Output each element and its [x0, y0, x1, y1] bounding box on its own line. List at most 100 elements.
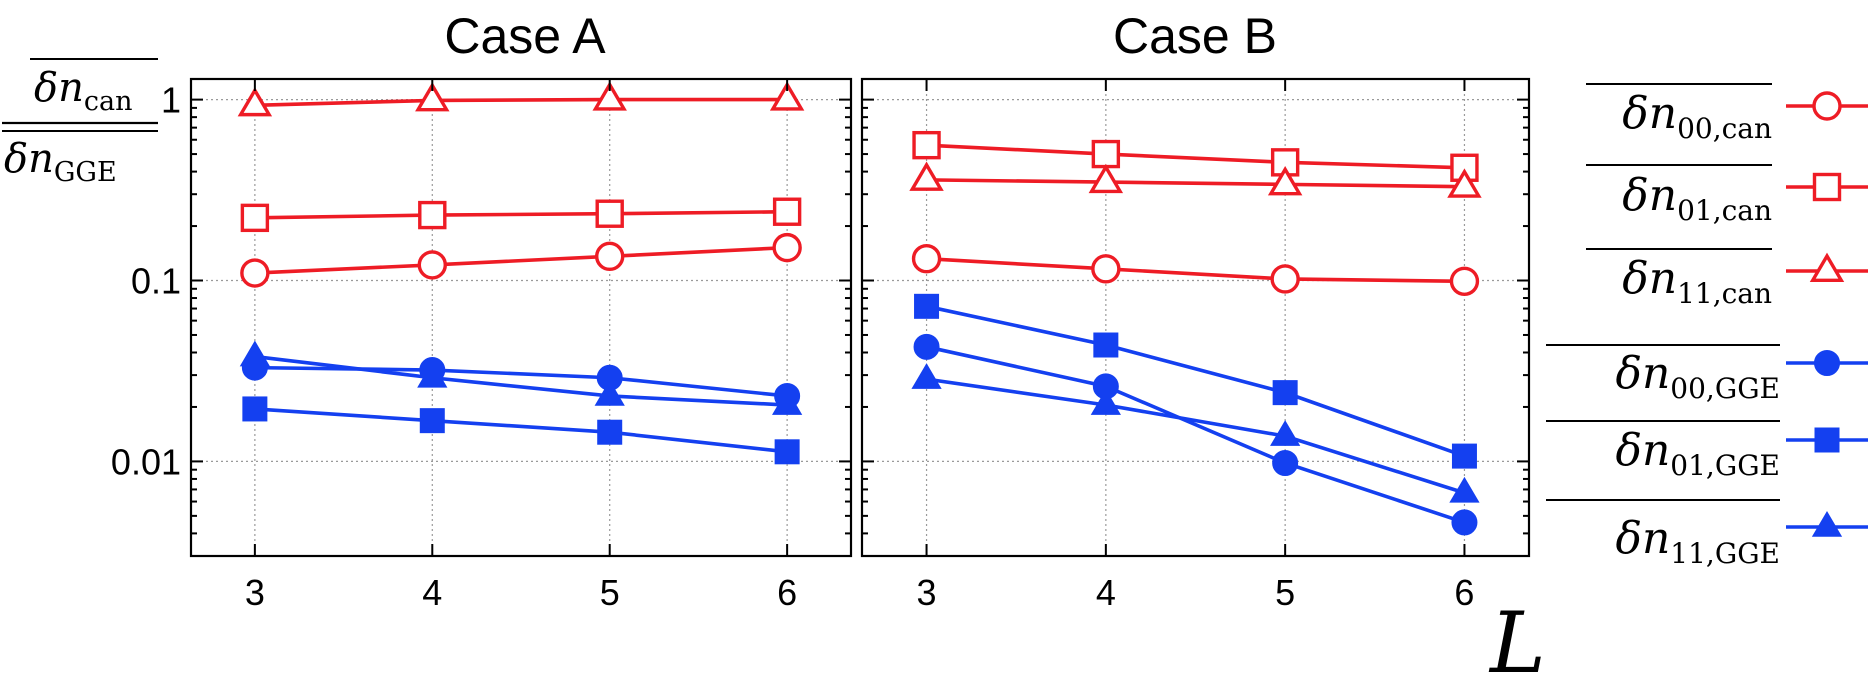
point-n01_gge-a-x4: [419, 408, 445, 434]
point-n00_gge-b-x6: [1451, 509, 1478, 536]
point-n11_gge-a-x4: [417, 361, 448, 388]
legend-marker-n11_can: [1809, 252, 1845, 282]
point-n11_gge-a-x5: [594, 379, 625, 406]
point-n11_can-b-x3: [909, 161, 944, 191]
legend-sample-n00-gge: [1786, 350, 1868, 376]
panel-b-title: Case B: [1113, 8, 1277, 64]
point-n00_can-a-x6: [772, 232, 802, 263]
point-n01_gge-b-x5: [1272, 380, 1298, 406]
legend: δn00,can δn01,can δn11,can δn00,GGE δn01…: [1546, 83, 1868, 570]
point-n01_gge-b-x3: [914, 293, 940, 319]
legend-marker-n00_gge: [1814, 350, 1840, 376]
line-n00_gge-b: [926, 345, 1466, 525]
legend-sample-n01-can: [1786, 172, 1868, 202]
point-n01_can-b-x3: [912, 130, 941, 160]
point-n11_gge-b-x6: [1449, 476, 1480, 503]
panel-b-series: [909, 130, 1482, 536]
legend-label-n11-can: δn11,can: [1622, 253, 1772, 310]
point-n01_gge-a-x3: [242, 396, 268, 422]
line-n11_gge-b: [926, 377, 1465, 495]
series-n00_can-b: [911, 244, 1480, 297]
x-tick-label-b-4: 4: [1096, 572, 1116, 613]
panel-a-series: [237, 81, 805, 465]
y-tick-label-1: 1: [161, 80, 181, 121]
x-tick-label-a-5: 5: [600, 572, 620, 613]
point-n01_gge-a-x6: [774, 439, 800, 465]
legend-marker-n00_can: [1812, 91, 1842, 121]
line-n01_can-a: [254, 209, 788, 220]
legend-sample-n00-can: [1786, 91, 1868, 121]
point-n01_can-a-x3: [240, 203, 270, 233]
line-n00_gge-a: [254, 365, 788, 398]
legend-entry-n00-gge: δn00,GGE: [1546, 344, 1868, 405]
legend-entry-n11-can: δn11,can: [1586, 248, 1868, 310]
point-n01_can-b-x4: [1091, 139, 1121, 169]
panel-b-x-tick-labels: 3 4 5 6: [917, 572, 1475, 613]
point-n01_gge-b-x6: [1451, 443, 1477, 469]
panel-case-a: Case A 1 0.1 0.01 3 4 5 6: [111, 8, 853, 613]
panel-b-frame: [860, 77, 1531, 558]
line-n01_can-b: [926, 143, 1465, 170]
line-n11_gge-a: [254, 354, 788, 407]
point-n11_gge-b-x4: [1090, 389, 1121, 415]
x-tick-label-b-3: 3: [917, 572, 937, 613]
x-tick-label-a-4: 4: [422, 572, 442, 613]
point-n11_can-b-x6: [1447, 168, 1482, 198]
legend-marker-n01_can: [1812, 172, 1842, 202]
legend-label-n00-can: δn00,can: [1622, 88, 1772, 145]
line-n11_can-b: [926, 178, 1465, 189]
series-n01_can-b: [912, 130, 1479, 182]
legend-marker-n01_gge: [1814, 427, 1840, 453]
legend-label-n11-gge: δn11,GGE: [1615, 513, 1780, 570]
legend-entry-n00-can: δn00,can: [1586, 83, 1868, 145]
point-n01_can-a-x4: [418, 200, 447, 230]
panel-b-grid: [862, 79, 1529, 556]
y-axis-label: δncan δnGGE: [2, 58, 158, 188]
line-n01_gge-a: [254, 407, 788, 454]
panel-b-ticks: [862, 79, 1529, 557]
legend-sample-n11-can: [1786, 252, 1868, 282]
series-n01_gge-b: [914, 293, 1477, 469]
point-n00_gge-b-x5: [1272, 449, 1299, 476]
line-n11_can-a: [254, 97, 788, 108]
series-n11_gge-a: [239, 340, 803, 415]
y-label-numerator: δncan: [34, 65, 132, 117]
series-n00_gge-b: [913, 333, 1478, 536]
point-n00_can-a-x4: [417, 250, 447, 280]
point-n11_can-a-x5: [592, 81, 627, 111]
x-axis-label: L: [1488, 594, 1546, 681]
legend-entry-n11-gge: δn11,GGE: [1546, 499, 1868, 570]
point-n11_can-b-x5: [1267, 166, 1303, 196]
x-tick-label-b-5: 5: [1275, 572, 1295, 613]
legend-entry-n01-gge: δn01,GGE: [1546, 420, 1868, 482]
point-n00_can-a-x3: [240, 258, 270, 288]
point-n11_can-a-x4: [415, 82, 450, 112]
panel-a-frame: [189, 77, 853, 558]
series-n11_can-a: [237, 81, 805, 117]
y-tick-label-0.01: 0.01: [111, 441, 181, 482]
panel-a-ticks: [191, 79, 851, 557]
line-n00_can-b: [926, 256, 1465, 284]
point-n00_can-b-x5: [1270, 264, 1300, 294]
point-n11_gge-b-x5: [1270, 420, 1301, 446]
legend-label-n01-can: δn01,can: [1622, 170, 1772, 227]
point-n00_can-b-x6: [1449, 266, 1480, 297]
panel-a-title: Case A: [444, 8, 606, 64]
point-n11_gge-b-x3: [911, 363, 942, 389]
panel-a-x-tick-labels: 3 4 5 6: [245, 572, 797, 613]
point-n11_gge-a-x6: [772, 389, 803, 415]
point-n11_can-a-x3: [237, 86, 273, 117]
panel-case-b: Case B 3 4 5 6: [860, 8, 1531, 613]
series-n11_can-b: [909, 161, 1482, 198]
series-n00_can-a: [240, 232, 802, 288]
legend-label-n00-gge: δn00,GGE: [1615, 348, 1780, 405]
point-n00_gge-b-x3: [913, 333, 940, 360]
legend-marker-n11_gge: [1811, 511, 1843, 537]
point-n11_gge-a-x3: [239, 340, 270, 367]
y-tick-labels: 1 0.1 0.01: [111, 80, 181, 483]
point-n01_can-a-x6: [772, 197, 802, 226]
series-n01_can-a: [240, 197, 802, 233]
legend-sample-n11-gge: [1786, 511, 1868, 537]
panel-a-grid: [191, 79, 851, 556]
